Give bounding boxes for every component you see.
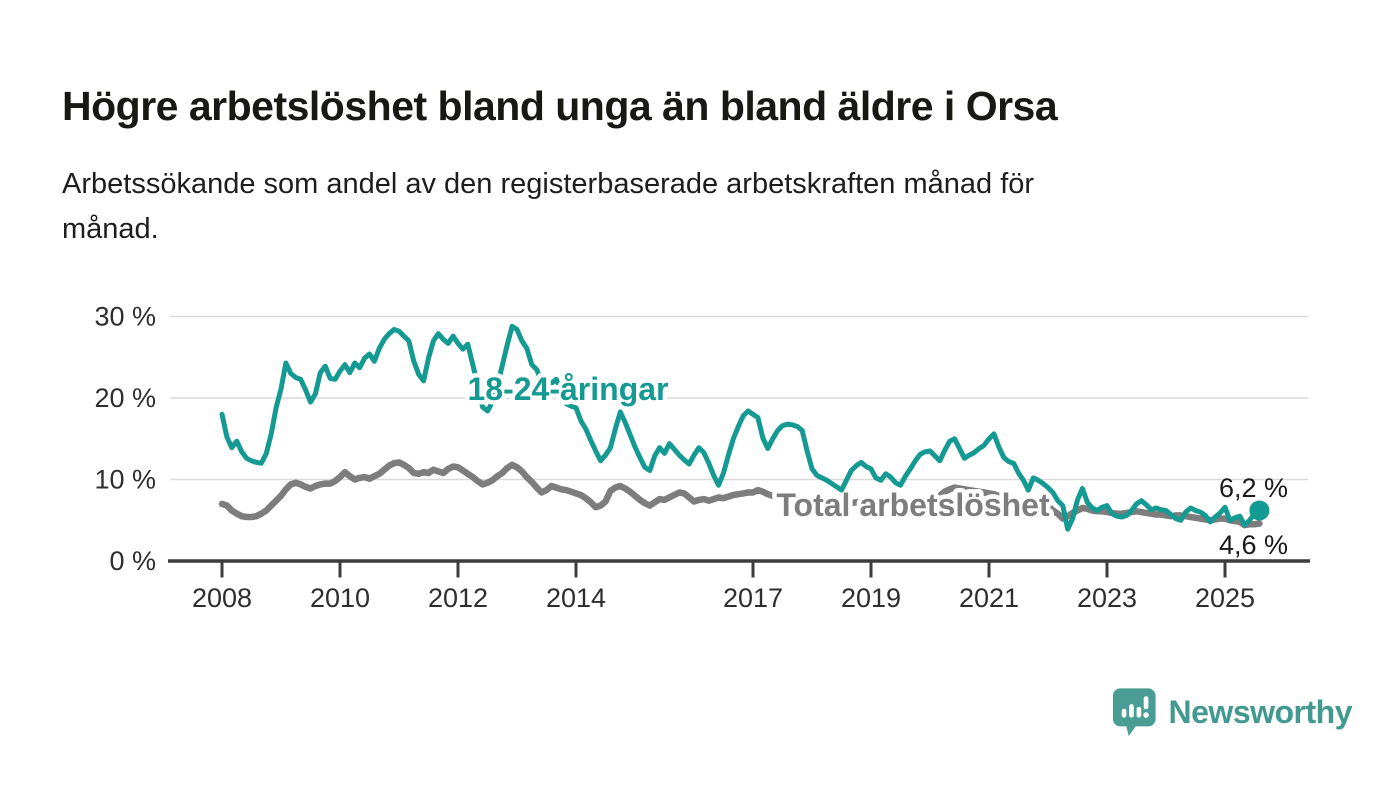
y-tick-label: 0 % — [109, 546, 156, 576]
gridlines — [170, 315, 1308, 481]
x-tick-label: 2025 — [1195, 583, 1255, 613]
x-tick-label: 2017 — [723, 583, 783, 613]
page-subtitle: Arbetssökande som andel av den registerb… — [62, 162, 1262, 252]
series-label-total: Total arbetslöshet — [776, 487, 1050, 523]
newsworthy-logo-icon — [1112, 688, 1156, 737]
x-tick-label: 2014 — [546, 583, 606, 613]
x-axis-labels: 2008 2010 2012 2014 2017 2019 2021 2023 2025 — [192, 583, 1255, 613]
y-tick-label: 20 % — [94, 383, 156, 413]
x-tick-label: 2010 — [310, 583, 370, 613]
youth-unemployment-polyline — [219, 323, 1262, 532]
logo-bubble-shape — [1112, 688, 1156, 737]
x-tick-label: 2023 — [1077, 583, 1137, 613]
page-subtitle-line-1: Arbetssökande som andel av den registerb… — [62, 168, 1035, 200]
page-subtitle-line-2: månad. — [62, 213, 159, 245]
y-tick-label: 10 % — [94, 465, 156, 495]
brand-name: Newsworthy — [1168, 693, 1353, 730]
brand-footer: Newsworthy — [1112, 684, 1353, 740]
youth-series-end-dot — [1249, 500, 1270, 521]
x-tick-label: 2012 — [428, 583, 488, 613]
y-tick-label: 30 % — [94, 302, 156, 332]
series-line-youth — [219, 323, 1270, 532]
y-axis-labels: 0 % 10 % 20 % 30 % — [94, 302, 156, 577]
series-label-youth: 18-24-åringar — [468, 371, 669, 407]
x-tick-label: 2008 — [192, 583, 252, 613]
x-tick-label: 2019 — [841, 583, 901, 613]
end-value-label-youth: 6,2 % — [1219, 473, 1288, 503]
total-unemployment-polyline — [218, 459, 1263, 529]
end-value-label-total: 4,6 % — [1219, 530, 1288, 560]
x-tick-label: 2021 — [959, 583, 1019, 613]
series-line-total — [218, 459, 1263, 529]
page-title: Högre arbetslöshet bland unga än bland ä… — [62, 83, 1058, 130]
logo-bars-icon — [1121, 696, 1149, 718]
x-axis — [168, 559, 1310, 578]
